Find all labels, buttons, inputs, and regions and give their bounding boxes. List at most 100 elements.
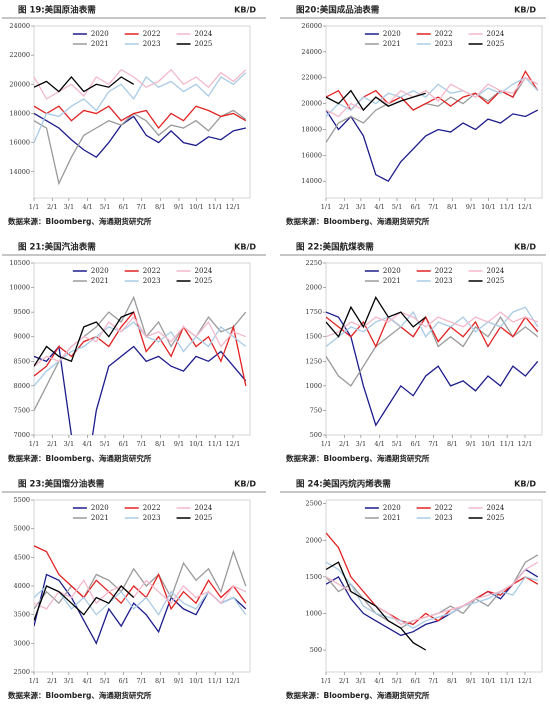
series-line [326,296,427,338]
y-tick-label: 20000 [301,100,322,108]
y-tick-label: 1250 [305,357,322,365]
x-tick-label: 5/1 [392,203,402,211]
x-tick-label: 4/1 [374,203,384,211]
x-tick-label: 2/1 [47,677,57,685]
x-tick-label: 12/1 [518,440,533,448]
x-tick-label: 9/1 [174,203,184,211]
y-tick-label: 26000 [301,22,322,30]
legend-label: 2022 [435,504,453,512]
y-tick-label: 1000 [305,382,322,390]
y-tick-label: 5500 [13,496,30,504]
y-tick-label: 1500 [305,333,322,341]
x-tick-label: 3/1 [356,677,366,685]
x-tick-label: 11/1 [208,203,223,211]
y-tick-label: 1000 [305,609,322,617]
x-tick-label: 5/1 [392,677,402,685]
y-tick-label: 1500 [305,573,322,581]
legend-label: 2025 [195,40,213,48]
series-line [326,306,539,348]
x-tick-label: 8/1 [155,203,165,211]
x-tick-label: 7/1 [428,440,438,448]
series-line [34,579,247,610]
unit-label: KB/D [514,6,536,15]
series-line [34,344,247,435]
x-tick-label: 2/1 [339,440,349,448]
x-tick-label: 9/1 [174,677,184,685]
chart-title: 图 24:美国丙烷丙烯表需 [296,479,391,490]
series-line [326,561,427,651]
x-tick-label: 6/1 [118,440,128,448]
legend-label: 2025 [195,514,213,522]
x-tick-label: 2/1 [47,203,57,211]
x-tick-label: 1/1 [321,440,331,448]
x-tick-label: 1/1 [29,677,39,685]
legend-label: 2022 [143,30,161,38]
y-tick-label: 2000 [305,536,322,544]
y-tick-label: 750 [310,406,322,414]
legend-label: 2025 [487,40,505,48]
series-line [34,585,135,621]
x-tick-label: 3/1 [356,203,366,211]
x-tick-label: 1/1 [321,203,331,211]
x-tick-label: 1/1 [321,677,331,685]
y-tick-label: 500 [310,646,322,654]
legend-label: 2022 [435,30,453,38]
y-tick-label: 2250 [305,259,322,267]
x-tick-label: 7/1 [428,203,438,211]
chart-title: 图20:美国成品油表需 [296,5,380,16]
series-line [34,549,247,610]
x-tick-label: 5/1 [100,677,110,685]
y-tick-label: 7000 [13,431,30,439]
x-tick-label: 10/1 [481,203,496,211]
x-tick-label: 8/1 [155,677,165,685]
series-line [34,109,247,186]
x-tick-label: 4/1 [374,440,384,448]
source-note: 数据来源：Bloomberg、海通期货研究所 [8,216,152,226]
series-line [34,72,247,143]
series-line [34,545,247,611]
y-tick-label: 20000 [9,80,30,88]
y-tick-label: 4000 [13,582,30,590]
source-note: 数据来源：Bloomberg、海通期货研究所 [286,453,430,463]
series-line [34,68,247,100]
series-line [34,321,247,387]
x-tick-label: 12/1 [226,440,241,448]
series-line [34,316,247,367]
legend-label: 2021 [383,40,401,48]
x-tick-label: 4/1 [82,203,92,211]
legend-label: 2023 [143,277,161,285]
x-tick-label: 2/1 [339,203,349,211]
series-line [326,76,539,117]
y-tick-label: 22000 [301,74,322,82]
legend-label: 2020 [91,267,109,275]
legend-label: 2022 [435,267,453,275]
y-tick-label: 9000 [13,333,30,341]
series-line [34,112,246,159]
series-line [326,76,539,118]
x-tick-label: 6/1 [410,677,420,685]
unit-label: KB/D [514,480,536,489]
legend-label: 2021 [91,514,109,522]
plot-frame [325,499,543,673]
x-tick-label: 6/1 [118,677,128,685]
x-tick-label: 1/1 [29,203,39,211]
x-tick-label: 9/1 [174,440,184,448]
y-tick-label: 2000 [305,284,322,292]
legend-label: 2024 [487,504,505,512]
y-tick-label: 14000 [301,177,322,185]
x-tick-label: 12/1 [518,677,533,685]
y-tick-label: 500 [310,431,322,439]
series-line [326,311,539,338]
y-tick-label: 3000 [13,639,30,647]
legend-label: 2023 [435,514,453,522]
legend-label: 2025 [487,514,505,522]
y-tick-label: 18000 [9,109,30,117]
chart-title: 图 19:美国原油表需 [18,5,96,16]
source-note: 数据来源：Bloomberg、海通期货研究所 [286,216,430,226]
unit-label: KB/D [234,243,256,252]
chart-title: 图 21:美国汽油表需 [18,242,96,253]
y-tick-label: 22000 [9,51,30,59]
y-tick-label: 4500 [13,553,30,561]
x-tick-label: 10/1 [481,440,496,448]
